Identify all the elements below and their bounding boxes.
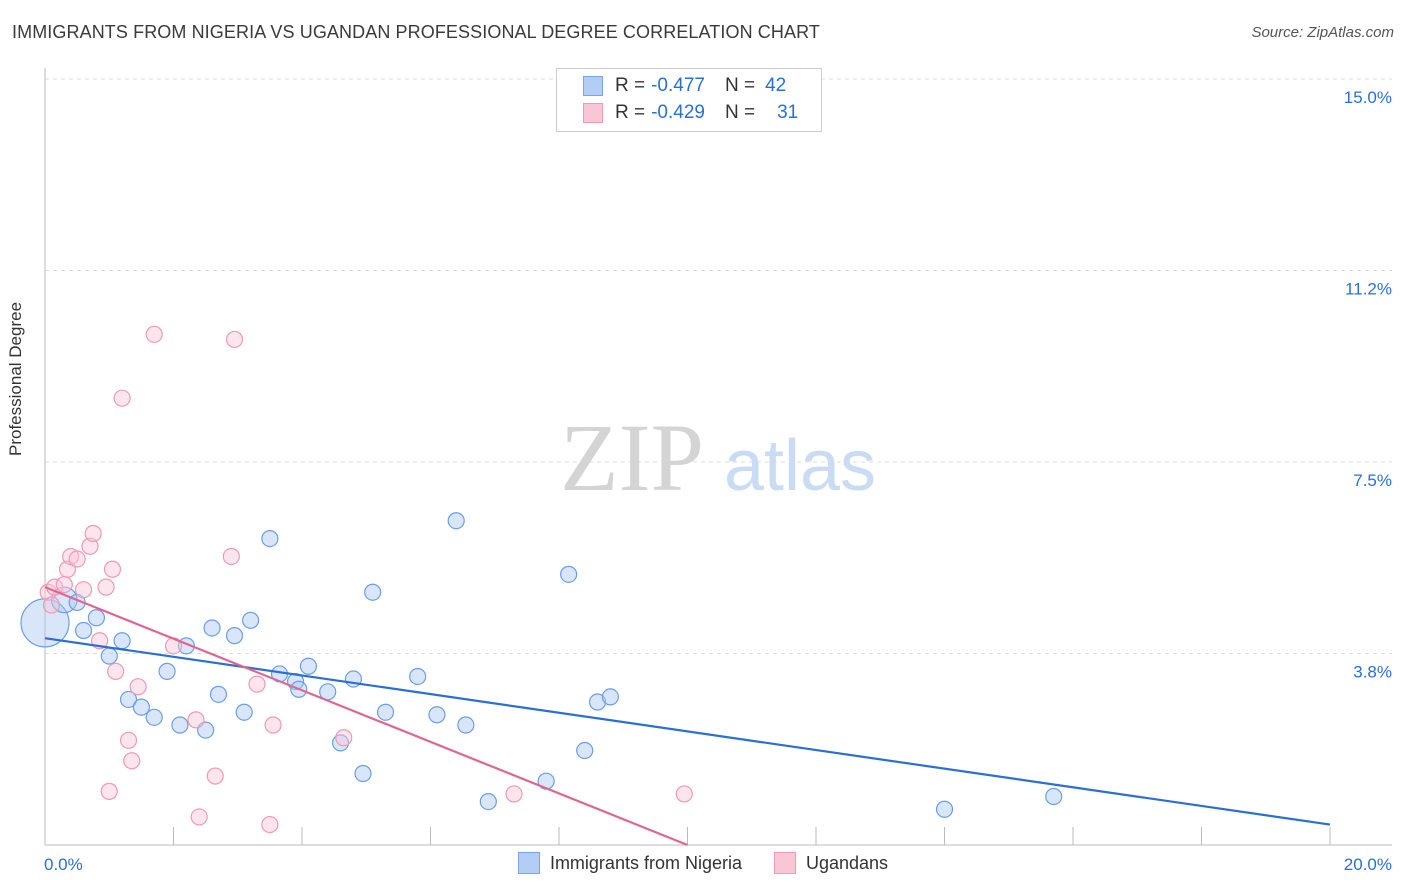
data-point-nigeria xyxy=(209,685,228,703)
data-point-nigeria xyxy=(447,512,465,530)
y-axis-label: Professional Degree xyxy=(6,301,25,456)
data-point-ugandans xyxy=(42,596,61,614)
data-point-nigeria xyxy=(479,792,497,811)
data-point-nigeria xyxy=(171,716,189,734)
chart-title: IMMIGRANTS FROM NIGERIA VS UGANDAN PROFE… xyxy=(12,22,820,42)
data-point-ugandans xyxy=(187,711,205,729)
data-point-nigeria xyxy=(87,609,106,627)
data-point-nigeria xyxy=(242,611,260,629)
data-point-nigeria xyxy=(428,706,446,724)
watermark-atlas: atlas xyxy=(724,426,876,506)
data-point-nigeria xyxy=(601,688,620,706)
watermark-zip: ZIP xyxy=(560,404,704,511)
data-point-ugandans xyxy=(97,578,115,596)
data-point-ugandans xyxy=(68,550,86,568)
data-point-nigeria xyxy=(225,627,244,645)
data-point-nigeria xyxy=(935,800,954,818)
data-point-nigeria xyxy=(132,698,150,716)
data-point-ugandans xyxy=(225,330,244,349)
data-point-ugandans xyxy=(123,752,141,770)
data-point-nigeria xyxy=(299,657,318,675)
data-point-ugandans xyxy=(261,815,279,834)
data-point-ugandans xyxy=(55,575,73,594)
data-point-nigeria xyxy=(588,693,607,711)
legend: R = -0.477 N = 42 R = -0.429 N = 31 xyxy=(556,68,822,132)
data-point-nigeria xyxy=(364,583,382,601)
points-layer xyxy=(20,325,1063,834)
legend-n-value: 42 xyxy=(765,75,787,96)
data-point-nigeria xyxy=(235,703,253,721)
data-point-ugandans xyxy=(145,325,163,343)
data-point-ugandans xyxy=(84,524,102,543)
data-point-nigeria xyxy=(100,647,118,665)
data-point-nigeria xyxy=(576,741,594,760)
trend-layer xyxy=(44,586,1331,847)
legend-r-label: R = xyxy=(615,102,646,123)
data-point-ugandans xyxy=(129,678,147,696)
data-point-ugandans xyxy=(206,767,224,785)
data-point-ugandans xyxy=(675,785,693,803)
legend-swatch-ugandans xyxy=(583,103,603,123)
bottom-legend-label-nigeria: Immigrants from Nigeria xyxy=(549,852,742,873)
bottom-legend-item-ugandans: Ugandans xyxy=(773,852,889,874)
data-point-nigeria xyxy=(203,619,221,637)
trend-line-ugandans xyxy=(44,586,688,847)
bottom-legend: Immigrants from Nigeria Ugandans xyxy=(0,852,1406,874)
x-tick-label: 0.0% xyxy=(44,855,83,874)
data-point-ugandans xyxy=(264,716,282,734)
legend-row-nigeria: R = -0.477 N = 42 xyxy=(583,74,786,98)
bottom-legend-swatch-nigeria xyxy=(517,852,540,874)
legend-n-label: N = xyxy=(724,75,756,96)
data-point-nigeria xyxy=(354,764,372,783)
data-point-nigeria xyxy=(158,662,176,680)
trend-line-nigeria xyxy=(44,637,1331,826)
legend-swatch-nigeria xyxy=(583,76,603,96)
data-point-nigeria xyxy=(261,529,279,548)
data-point-nigeria xyxy=(119,690,138,709)
data-point-ugandans xyxy=(119,731,138,749)
data-point-ugandans xyxy=(103,560,122,578)
data-point-nigeria xyxy=(331,734,350,752)
legend-row-ugandans: R = -0.429 N = 31 xyxy=(583,101,798,125)
data-point-nigeria xyxy=(113,632,131,650)
legend-r-value: -0.429 xyxy=(651,102,705,123)
data-point-nigeria xyxy=(74,621,93,640)
grid-layer xyxy=(45,78,1392,654)
data-point-ugandans xyxy=(74,581,93,599)
data-point-ugandans xyxy=(222,547,240,566)
legend-n-label: N = xyxy=(724,102,756,123)
data-point-ugandans xyxy=(505,785,523,803)
data-point-ugandans xyxy=(335,729,353,747)
data-point-ugandans xyxy=(81,537,99,555)
bottom-legend-item-nigeria: Immigrants from Nigeria xyxy=(517,852,742,874)
data-point-nigeria xyxy=(1045,787,1063,806)
tick-label-layer: 3.8% 7.5% 11.2% 15.0% 0.0% 20.0% xyxy=(44,88,1392,874)
data-point-nigeria xyxy=(376,703,395,721)
y-tick-label: 3.8% xyxy=(1353,663,1392,682)
bottom-legend-swatch-ugandans xyxy=(773,852,796,874)
data-point-ugandans xyxy=(113,389,131,407)
data-point-ugandans xyxy=(248,675,266,693)
data-point-ugandans xyxy=(107,662,125,680)
data-point-ugandans xyxy=(100,782,118,800)
legend-r-label: R = xyxy=(615,75,646,96)
y-tick-label: 15.0% xyxy=(1344,88,1392,107)
legend-r-value: -0.477 xyxy=(651,75,705,96)
watermark: ZIP atlas xyxy=(560,404,876,511)
y-tick-label: 7.5% xyxy=(1353,471,1392,490)
data-point-nigeria xyxy=(409,667,427,686)
x-tick-label: 20.0% xyxy=(1344,855,1392,874)
data-point-ugandans xyxy=(190,808,208,826)
axis-layer xyxy=(44,68,1392,846)
bottom-legend-label-ugandans: Ugandans xyxy=(805,852,889,873)
source-label: Source: ZipAtlas.com xyxy=(1251,24,1394,41)
data-point-nigeria xyxy=(560,565,578,583)
data-point-nigeria xyxy=(145,708,163,726)
y-tick-label: 11.2% xyxy=(1345,280,1392,299)
data-point-nigeria xyxy=(457,716,475,734)
legend-n-value: 31 xyxy=(777,102,799,123)
